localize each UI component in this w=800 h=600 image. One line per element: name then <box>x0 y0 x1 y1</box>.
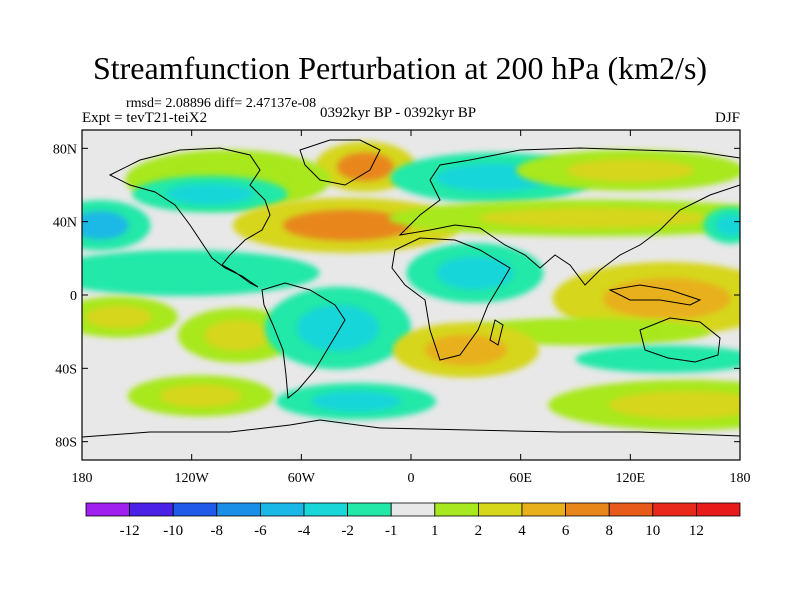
colorbar: -12 -10 -8 -6 -4 -2 -1 1 2 4 6 8 10 12 <box>85 502 741 539</box>
colorbar-label: -2 <box>341 523 354 539</box>
colorbar-label: 4 <box>518 523 526 539</box>
anomaly-core-6 <box>82 211 129 240</box>
coastline-eurasia <box>398 147 740 286</box>
colorbar-swatch <box>303 502 348 517</box>
anomaly-core-17 <box>159 384 242 408</box>
colorbar-swatch <box>565 502 610 517</box>
colorbar-swatch <box>85 502 130 517</box>
colorbar-label: -1 <box>385 523 398 539</box>
anomaly-layer <box>82 141 740 431</box>
season-label: DJF <box>714 110 740 126</box>
longitude-axis: 180 120W 60W 0 60E 120E 180 <box>72 130 751 486</box>
anomaly-core-7 <box>478 207 709 229</box>
coastline-maritime-continent <box>608 284 702 306</box>
anomaly-core-4 <box>566 158 695 182</box>
colorbar-label: -12 <box>120 523 140 539</box>
colorbar-swatch <box>696 502 741 517</box>
colorbar-swatch <box>608 502 654 517</box>
experiment-label: Expt = tevT21-teiX2 <box>82 110 208 126</box>
colorbar-label: 12 <box>689 523 704 539</box>
lon-tick-label: 120W <box>175 471 210 486</box>
anomaly-core-2 <box>166 183 254 205</box>
lat-tick-label: 40N <box>53 216 77 231</box>
colorbar-label: -8 <box>211 523 224 539</box>
lat-tick-label: 80N <box>53 142 77 157</box>
colorbar-swatch <box>129 502 174 517</box>
colorbar-swatch <box>521 502 566 517</box>
anomaly-core-14 <box>514 323 656 340</box>
rmsd-diff-stats: rmsd= 2.08896 diff= 2.47137e-08 <box>126 96 317 111</box>
anomaly-core-11 <box>204 319 271 351</box>
coastline-antarctica <box>82 419 740 438</box>
anomaly-core-5 <box>283 209 411 241</box>
colorbar-swatch <box>652 502 697 517</box>
anomaly-core-0 <box>337 152 394 181</box>
colorbar-label: -10 <box>163 523 183 539</box>
colorbar-swatch <box>390 502 436 517</box>
anomaly-core-18 <box>311 391 401 412</box>
coastline-greenland <box>299 139 381 186</box>
colorbar-label: 2 <box>475 523 483 539</box>
colorbar-swatch <box>347 502 392 517</box>
colorbar-label: 8 <box>605 523 613 539</box>
lat-tick-label: 40S <box>55 362 77 377</box>
period-label: 0392kyr BP - 0392kyr BP <box>320 105 477 121</box>
coastlines <box>82 139 740 438</box>
lon-tick-label: 180 <box>730 471 751 486</box>
colorbar-label: 6 <box>562 523 570 539</box>
coastline-north-america <box>108 147 271 288</box>
colorbar-swatch <box>172 502 218 517</box>
lon-tick-label: 60E <box>509 471 532 486</box>
coastline-australia <box>639 317 721 363</box>
anomaly-core-12 <box>296 304 379 352</box>
anomaly-core-8 <box>715 215 740 236</box>
anomaly-core-16 <box>424 334 507 366</box>
lat-tick-label: 80S <box>55 436 77 451</box>
lat-tick-label: 0 <box>70 289 77 304</box>
anomaly-core-13 <box>602 278 731 320</box>
colorbar-swatch <box>477 502 523 517</box>
lon-tick-label: 180 <box>72 471 93 486</box>
colorbar-label: -6 <box>254 523 267 539</box>
anomaly-core-20 <box>615 351 719 367</box>
colorbar-swatch <box>216 502 261 517</box>
anomaly-core-15 <box>85 305 152 329</box>
colorbar-label: 1 <box>431 523 439 539</box>
anomaly-core-9 <box>436 256 514 290</box>
colorbar-label: -4 <box>298 523 311 539</box>
lon-tick-label: 120E <box>616 471 646 486</box>
anomaly-core-19 <box>608 390 740 420</box>
colorbar-label: 10 <box>645 523 660 539</box>
anomaly-core-10 <box>105 260 260 286</box>
lon-tick-label: 0 <box>408 471 415 486</box>
lon-tick-label: 60W <box>288 471 316 486</box>
plot-title: Streamfunction Perturbation at 200 hPa (… <box>92 50 708 86</box>
colorbar-swatch <box>259 502 305 517</box>
coastline-madagascar <box>489 319 504 346</box>
coastline-south-america <box>261 282 346 399</box>
latitude-axis: 80N 40N 0 40S 80S <box>53 142 740 451</box>
coastline-africa <box>391 237 511 361</box>
colorbar-swatch <box>434 502 479 517</box>
